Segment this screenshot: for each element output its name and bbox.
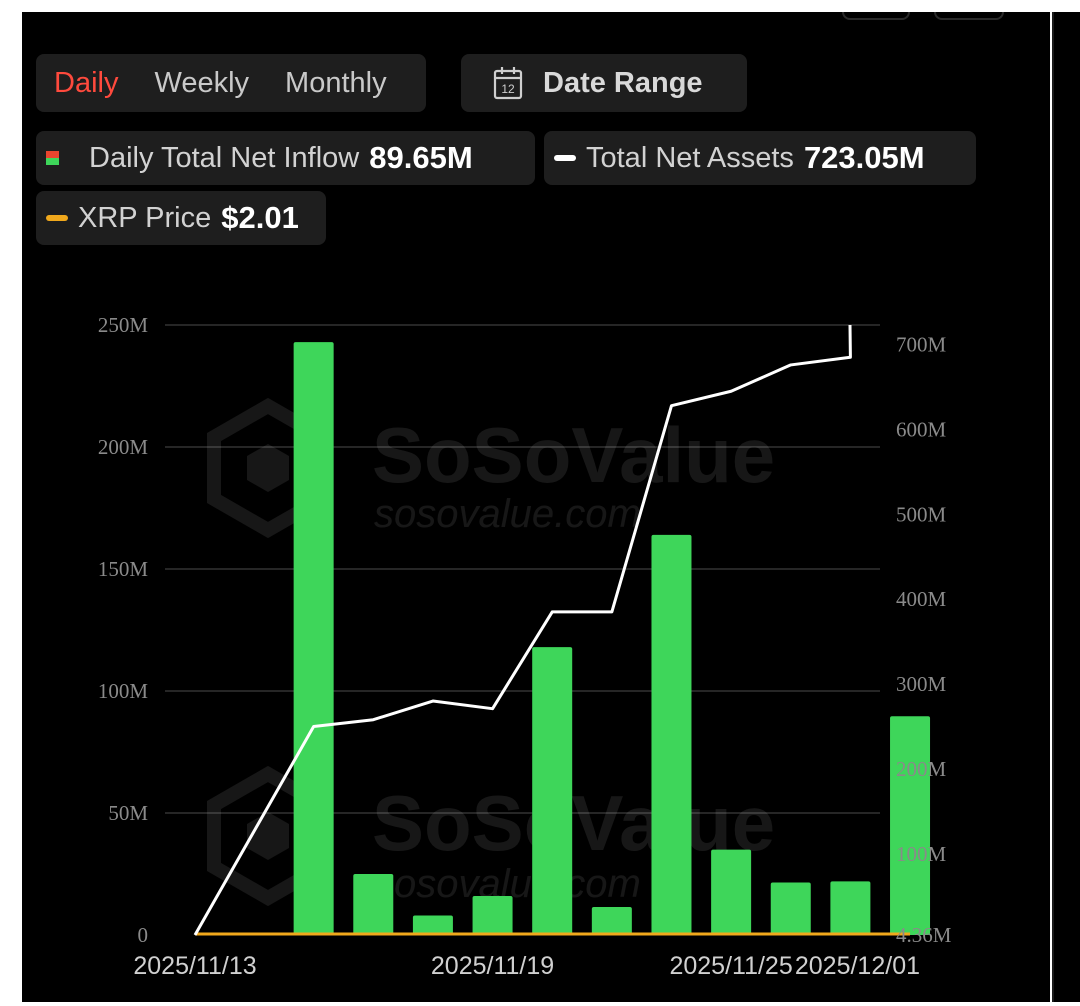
inflow-bar	[651, 534, 692, 935]
inflow-bar	[293, 342, 334, 936]
chart-lines	[193, 324, 911, 936]
legend-assets-value: 723.05M	[803, 140, 925, 175]
tab-weekly[interactable]: Weekly	[154, 66, 250, 99]
calendar-icon: 12	[493, 67, 523, 100]
y-left-tick-label: 0	[138, 923, 149, 947]
legend-inflow-label: Daily Total Net Inflow	[89, 141, 360, 174]
y-left-tick-label: 250M	[98, 313, 149, 337]
x-tick-label: 2025/12/01	[795, 952, 920, 980]
watermark-url: sosovalue.com	[374, 492, 641, 536]
inflow-bars	[293, 342, 931, 936]
legend-inflow[interactable]: Daily Total Net Inflow 89.65M	[36, 131, 535, 185]
y-right-tick-label: 100M	[896, 842, 947, 866]
watermark-brand: SoSoValue	[372, 779, 775, 867]
inflow-bar	[353, 874, 394, 935]
period-tabs: Daily Weekly Monthly	[36, 54, 426, 112]
inflow-bar	[532, 647, 573, 935]
y-right-tick-label: 600M	[896, 417, 947, 441]
inflow-bar	[591, 906, 632, 935]
price-line-icon	[46, 215, 68, 221]
inflow-bar	[472, 895, 513, 935]
svg-text:12: 12	[501, 82, 515, 96]
y-right-tick-label: 700M	[896, 333, 947, 357]
x-tick-label: 2025/11/13	[133, 952, 256, 980]
grid-lines	[165, 324, 880, 814]
assets-line-icon	[554, 155, 576, 161]
y-left-tick-label: 200M	[98, 435, 149, 459]
legend-inflow-value: 89.65M	[369, 140, 473, 175]
date-range-label: Date Range	[543, 66, 703, 99]
tab-daily[interactable]: Daily	[54, 66, 119, 99]
x-axis-labels: 2025/11/13 2025/11/19 2025/11/25 2025/12/01	[133, 952, 920, 980]
tab-monthly[interactable]: Monthly	[285, 66, 387, 99]
y-left-tick-label: 150M	[98, 557, 149, 581]
legend-assets-label: Total Net Assets	[586, 141, 794, 174]
y-left-tick-label: 50M	[108, 801, 148, 825]
y-right-tick-label: 400M	[896, 587, 947, 611]
y-right-tick-label: 500M	[896, 502, 947, 526]
legend-price-value: $2.01	[221, 200, 299, 235]
side-divider	[1052, 12, 1080, 1002]
x-tick-label: 2025/11/19	[431, 952, 554, 980]
watermark-brand: SoSoValue	[372, 411, 775, 499]
y-right-tick-label: 200M	[896, 757, 947, 781]
y-left-tick-label: 100M	[98, 679, 149, 703]
left-axis-labels: 0 50M 100M 150M 200M 250M	[98, 313, 149, 947]
right-axis-labels: 4.36M 100M 200M 300M 400M 500M 600M 700M	[896, 333, 952, 947]
inflow-bar	[412, 915, 453, 935]
inflow-bar	[890, 716, 931, 935]
y-right-tick-label: 300M	[896, 672, 947, 696]
legend-assets[interactable]: Total Net Assets 723.05M	[544, 131, 976, 185]
watermark-layer: SoSoValue sosovalue.com SoSoValue sosova…	[207, 397, 775, 907]
inflow-bar	[830, 881, 871, 935]
legend-price-label: XRP Price	[78, 201, 212, 234]
y-right-tick-label: 4.36M	[896, 923, 952, 947]
inflow-bar	[770, 882, 811, 935]
total-net-assets-line	[193, 324, 852, 936]
legend-price[interactable]: XRP Price $2.01	[36, 191, 326, 245]
date-range-button[interactable]: 12 Date Range	[461, 54, 747, 112]
x-tick-label: 2025/11/25	[669, 952, 792, 980]
inflow-swatch-icon	[46, 151, 59, 165]
inflow-bar	[711, 849, 752, 935]
